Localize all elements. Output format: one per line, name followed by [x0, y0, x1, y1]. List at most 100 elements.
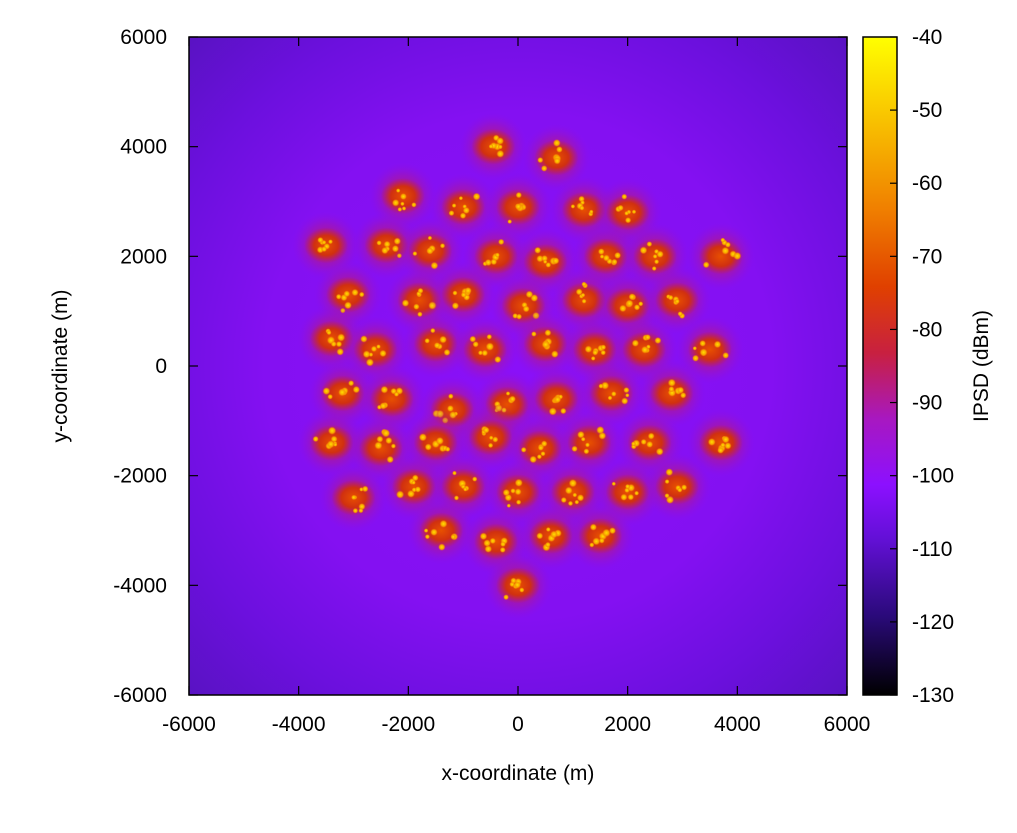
hotspot-point [317, 236, 324, 244]
hotspot-point [488, 435, 494, 441]
hotspot-point [381, 429, 391, 438]
hotspot-point [458, 196, 464, 201]
hotspot-point [537, 157, 544, 164]
hotspot-point [430, 261, 439, 270]
hotspot-point [423, 528, 429, 533]
hotspot-point [540, 165, 548, 172]
hotspot-point [365, 358, 374, 367]
hotspot-point [472, 476, 478, 482]
hotspot-point [496, 137, 504, 145]
hotspot-point [681, 484, 688, 491]
hotspot-point [717, 446, 725, 454]
hotspot-point [376, 435, 384, 443]
hotspot-point [483, 539, 491, 547]
y-tick-label: 0 [155, 355, 167, 378]
hotspot-point [627, 493, 635, 501]
hotspot-point [722, 352, 730, 359]
hotspot-point [439, 243, 446, 249]
hotspot-point [417, 287, 424, 294]
hotspot-point [505, 391, 511, 396]
hotspot-point [443, 348, 451, 356]
hotspot-point [589, 209, 594, 215]
hotspot-point [498, 238, 505, 246]
hotspot-point [623, 387, 630, 394]
hotspot-point [343, 290, 351, 298]
hotspot-point [445, 446, 451, 452]
hotspot-point [399, 193, 407, 200]
hotspot-point [370, 345, 378, 353]
hotspot-point [733, 251, 742, 261]
hotspot-point [540, 440, 548, 448]
hotspot-point [352, 507, 359, 514]
hotspot-point [326, 440, 335, 449]
hotspot-point [536, 454, 543, 460]
hotspot-cluster [686, 222, 755, 291]
hotspot-core [698, 424, 743, 461]
x-axis: -6000 -4000 -2000 0 2000 4000 6000 [162, 37, 870, 736]
hotspot-point [624, 210, 629, 216]
hotspot-point [497, 144, 503, 150]
hotspot-point [633, 304, 641, 311]
hotspot-point [570, 204, 576, 209]
hotspot-point [638, 301, 644, 307]
y-tick-label: -6000 [113, 684, 167, 707]
hotspot-point [328, 239, 333, 245]
hotspot-point [540, 451, 546, 457]
hotspot-point [677, 386, 685, 394]
hotspot-point [439, 519, 448, 528]
hotspot-point [543, 259, 548, 264]
hotspot-point [590, 356, 596, 361]
hotspot-point [674, 298, 680, 304]
colorbar-tick-label: -70 [912, 245, 942, 268]
hotspot-point [631, 209, 637, 215]
hotspot-point [509, 395, 516, 403]
hotspot-point [571, 445, 578, 452]
hotspot-point [395, 188, 401, 193]
hotspot-point [400, 201, 405, 207]
hotspot-point [628, 293, 636, 301]
hotspot-point [469, 335, 477, 343]
hotspot-point [680, 392, 687, 399]
hotspot-point [724, 442, 732, 450]
hotspot-point [507, 219, 513, 225]
hotspot-point [472, 341, 479, 348]
hotspot-point [556, 146, 563, 153]
hotspot-point [581, 281, 587, 287]
colorbar-tick-label: -40 [912, 26, 942, 49]
hotspot-point [602, 528, 611, 538]
hotspot-point [617, 204, 624, 212]
hotspot-point [515, 191, 522, 199]
hotspot-point [376, 240, 382, 246]
hotspot-point [652, 254, 658, 259]
hotspot-point [500, 541, 506, 547]
hotspot-point [720, 442, 726, 448]
hotspot-point [376, 344, 381, 349]
hotspot-point [621, 397, 629, 405]
hotspot-point [692, 346, 697, 351]
hotspot-point [577, 430, 585, 439]
hotspot-point [374, 441, 383, 450]
hotspot-point [312, 435, 319, 443]
hotspot-point [412, 251, 418, 257]
hotspot-point [516, 313, 523, 320]
colorbar-axis: -130 -120 -110 -100 -90 -80 -70 -60 -50 -40 [890, 26, 954, 707]
hotspot-core [369, 380, 414, 417]
hotspot-point [520, 446, 527, 453]
hotspot-point [358, 291, 365, 298]
hotspot-point [554, 395, 562, 404]
hotspot-point [484, 545, 493, 553]
hotspot-cluster [686, 408, 755, 477]
hotspot-point [514, 478, 523, 487]
hotspot-point [326, 330, 332, 336]
hotspot-point [381, 246, 389, 255]
hotspot-point [401, 299, 410, 307]
hotspot-point [621, 193, 628, 200]
hotspot-point [600, 349, 606, 356]
hotspot-cluster [511, 310, 580, 379]
hotspot-point [584, 345, 593, 354]
hotspot-point [411, 480, 416, 485]
hotspot-point [614, 251, 622, 259]
hotspot-point [462, 206, 470, 214]
hotspot-point [572, 492, 578, 498]
hotspot-point [414, 486, 422, 493]
